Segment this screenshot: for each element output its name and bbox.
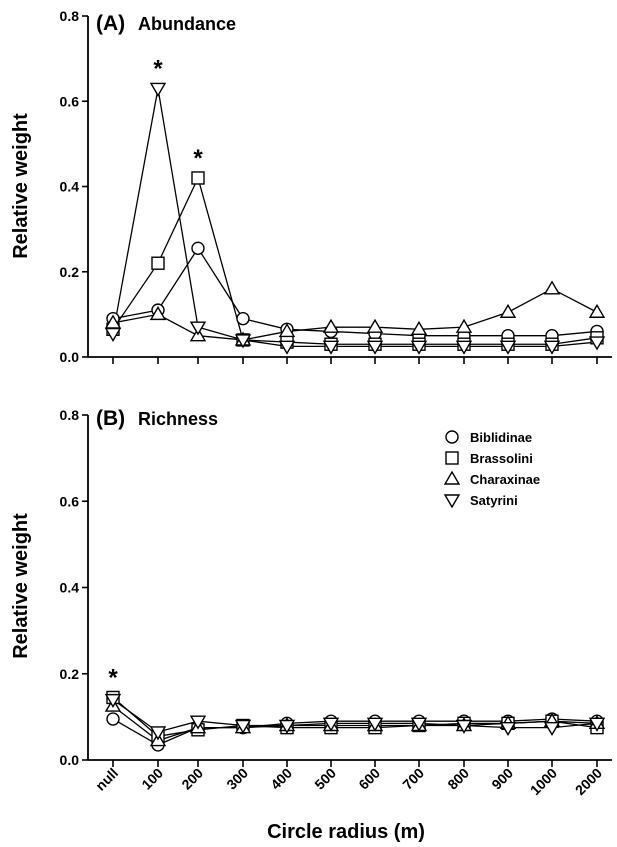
data-point xyxy=(588,336,606,351)
legend-marker xyxy=(443,494,461,509)
data-point xyxy=(410,340,428,355)
series-line xyxy=(112,696,598,737)
x-tick-label: 400 xyxy=(267,765,295,793)
data-point xyxy=(104,693,122,709)
data-point xyxy=(499,340,517,355)
y-axis-title: Relative weight xyxy=(10,113,32,259)
y-tick-label: 0.8 xyxy=(60,8,80,24)
y-tick-label: 0.6 xyxy=(60,93,80,109)
x-tick-label: 100 xyxy=(138,765,166,793)
legend-label: Biblidinae xyxy=(470,430,532,445)
data-point xyxy=(588,717,606,732)
y-tick-label: 0.4 xyxy=(60,179,80,195)
data-point xyxy=(106,712,120,726)
y-tick-label: 0.4 xyxy=(60,580,80,596)
data-point xyxy=(278,340,296,355)
legend-marker xyxy=(445,451,459,465)
data-point xyxy=(410,320,428,335)
data-point xyxy=(236,311,250,326)
y-axis-title: Relative weight xyxy=(10,513,32,659)
legend-marker xyxy=(443,470,461,485)
data-point xyxy=(189,715,207,730)
y-tick-label: 0.0 xyxy=(60,752,80,768)
data-point xyxy=(543,721,561,737)
panel-abundance: Relative weight (A) Abundance 0.0 0.2 0.4 0… xyxy=(10,8,612,365)
data-point xyxy=(455,719,473,734)
x-tick-label: null xyxy=(92,765,121,794)
data-point xyxy=(104,327,122,342)
panel-label: (B) xyxy=(96,407,125,430)
data-point xyxy=(149,82,167,97)
data-point xyxy=(455,318,473,333)
data-point xyxy=(366,340,384,355)
data-point xyxy=(455,340,473,355)
data-point xyxy=(149,305,167,321)
panel-title: Abundance xyxy=(138,14,236,34)
data-point xyxy=(543,340,561,355)
x-tick-label: 800 xyxy=(444,765,472,793)
data-point xyxy=(410,717,428,732)
data-point xyxy=(234,334,252,349)
series-line xyxy=(112,176,598,345)
y-tick-label: 0.2 xyxy=(60,264,80,280)
data-point xyxy=(189,321,207,336)
data-point xyxy=(499,721,517,737)
legend-marker xyxy=(445,430,459,444)
data-point xyxy=(543,280,561,295)
x-tick-label: 300 xyxy=(223,765,251,793)
series-line xyxy=(112,88,598,347)
y-tick-label: 0.2 xyxy=(60,666,80,682)
data-point xyxy=(151,256,165,270)
x-tick-label: 700 xyxy=(399,765,427,793)
data-point xyxy=(191,171,205,185)
data-point xyxy=(278,323,296,338)
x-tick-label: 200 xyxy=(178,765,206,793)
data-point xyxy=(366,318,384,333)
y-tick-label: 0.6 xyxy=(60,493,80,509)
data-point xyxy=(588,303,606,318)
data-point xyxy=(234,719,252,734)
significance-marker: * xyxy=(108,664,118,691)
series-line xyxy=(112,288,598,341)
x-tick-label: 2000 xyxy=(572,765,605,798)
panel-richness: Relative weight (B) Richness Circle radi… xyxy=(10,407,612,843)
x-tick-label: 1000 xyxy=(527,765,560,798)
data-point xyxy=(322,318,340,333)
y-tick-label: 0.0 xyxy=(60,349,80,365)
data-point xyxy=(191,241,205,256)
data-point xyxy=(278,719,296,734)
x-tick-label: 900 xyxy=(488,765,516,793)
data-point xyxy=(499,303,517,318)
x-axis-title: Circle radius (m) xyxy=(267,821,425,843)
x-tick-label: 600 xyxy=(355,765,383,793)
panel-title: Richness xyxy=(138,409,218,429)
data-point xyxy=(322,340,340,355)
panel-label: (A) xyxy=(96,12,125,35)
series-line xyxy=(112,247,598,337)
significance-marker: * xyxy=(193,145,203,172)
legend-label: Brassolini xyxy=(470,451,533,466)
x-tick-label: 500 xyxy=(311,765,339,793)
data-point xyxy=(149,726,167,741)
significance-marker: * xyxy=(153,55,163,82)
y-tick-label: 0.8 xyxy=(60,407,80,423)
data-point xyxy=(366,717,384,732)
legend-label: Charaxinae xyxy=(470,472,540,487)
legend-label: Satyrini xyxy=(470,493,518,508)
data-point xyxy=(322,717,340,732)
